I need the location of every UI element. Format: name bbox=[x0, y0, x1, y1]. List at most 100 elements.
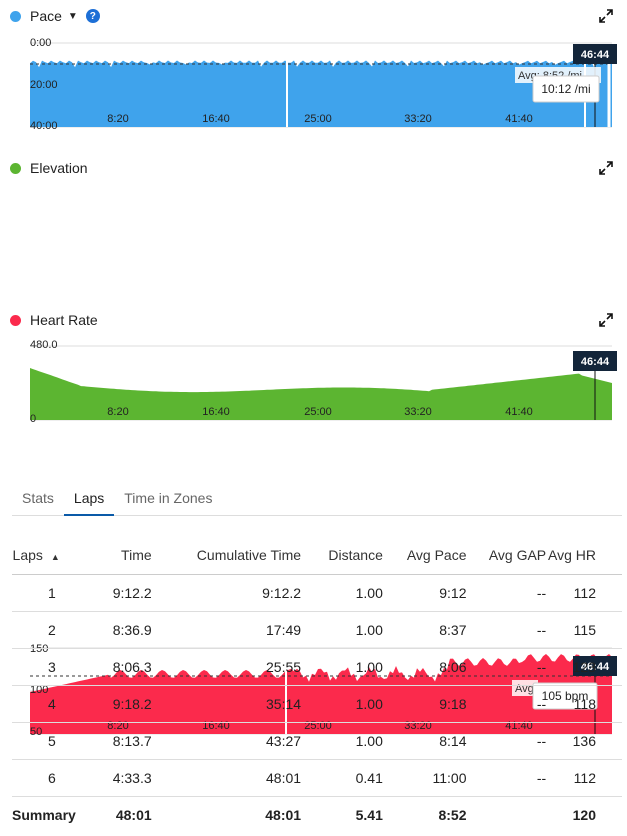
heart-rate-chart-header: Heart Rate bbox=[10, 310, 98, 330]
table-cell: 2 bbox=[12, 611, 90, 649]
series-area bbox=[30, 60, 612, 127]
x-tick-label: 8:20 bbox=[107, 406, 128, 418]
summary-row: Summary 48:01 48:01 5.41 8:52 120 bbox=[12, 796, 622, 833]
table-cell: 35:14 bbox=[151, 685, 302, 723]
table-cell: 1.00 bbox=[301, 648, 383, 686]
tooltip-value: 10:12 /mi bbox=[541, 82, 590, 96]
table-cell: Summary bbox=[12, 806, 76, 823]
table-cell: -- bbox=[466, 685, 547, 723]
x-tick-label: 33:20 bbox=[404, 113, 432, 125]
expand-icon[interactable] bbox=[599, 161, 613, 175]
col-header-avg-gap[interactable]: Avg GAP bbox=[466, 536, 547, 575]
table-cell: 1 bbox=[12, 574, 90, 612]
x-tick-label: 41:40 bbox=[505, 113, 533, 125]
table-cell: 1.00 bbox=[301, 574, 383, 612]
cursor-time-label: 46:44 bbox=[581, 356, 610, 368]
table-row: 5 8:13.7 43:27 1.00 8:14 -- 136 bbox=[12, 722, 622, 760]
table-cell: 9:12.2 bbox=[151, 574, 302, 612]
col-header-distance[interactable]: Distance bbox=[301, 536, 383, 575]
table-cell: 17:49 bbox=[151, 611, 302, 649]
cursor-time-label: 46:44 bbox=[581, 49, 610, 61]
x-tick-label: 25:00 bbox=[304, 113, 332, 125]
tooltip-box bbox=[532, 75, 600, 103]
table-cell: 112 bbox=[546, 759, 622, 797]
col-header-cumulative-time[interactable]: Cumulative Time bbox=[151, 536, 302, 575]
help-icon[interactable]: ? bbox=[85, 9, 100, 23]
table-cell: -- bbox=[466, 611, 547, 649]
sort-ascending-icon[interactable]: ▲ bbox=[50, 551, 60, 562]
col-header-avg-pace[interactable]: Avg Pace bbox=[382, 536, 467, 575]
table-header-row: Laps ▲ Time Cumulative Time Distance Avg … bbox=[12, 536, 622, 575]
pace-legend-dot bbox=[10, 10, 21, 22]
table-cell: 5 bbox=[12, 722, 90, 760]
table-cell: 8:37 bbox=[382, 611, 467, 649]
table-cell: 43:27 bbox=[151, 722, 302, 760]
table-row: 2 8:36.9 17:49 1.00 8:37 -- 115 bbox=[12, 611, 622, 649]
table-cell: 48:01 bbox=[151, 759, 302, 797]
elevation-chart-title: Elevation bbox=[30, 160, 88, 176]
series-area bbox=[30, 368, 612, 420]
table-cell: 48:01 bbox=[265, 806, 302, 823]
table-cell: 115 bbox=[546, 611, 622, 649]
col-header-time[interactable]: Time bbox=[89, 536, 152, 575]
heart-rate-chart-title: Heart Rate bbox=[30, 312, 98, 328]
table-cell: 1.00 bbox=[301, 611, 383, 649]
table-cell: 11:00 bbox=[382, 759, 467, 797]
x-tick-label: 33:20 bbox=[404, 406, 432, 418]
table-row: 6 4:33.3 48:01 0.41 11:00 -- 112 bbox=[12, 759, 622, 797]
x-tick-label: 16:40 bbox=[202, 406, 230, 418]
table-cell: 9:12.2 bbox=[89, 574, 152, 612]
y-tick-label: 0:00 bbox=[30, 37, 51, 49]
table-row: 4 9:18.2 35:14 1.00 9:18 -- 118 bbox=[12, 685, 622, 723]
expand-icon[interactable] bbox=[599, 9, 613, 23]
heart-rate-legend-dot bbox=[10, 314, 21, 326]
pace-chart-title: Pace bbox=[30, 8, 62, 24]
table-cell: 1.00 bbox=[301, 722, 383, 760]
x-tick-label: 25:00 bbox=[304, 406, 332, 418]
tab-stats[interactable]: Stats bbox=[22, 490, 54, 506]
x-tick-label: 16:40 bbox=[202, 113, 230, 125]
elevation-legend-dot bbox=[10, 162, 21, 174]
table-cell: 1.00 bbox=[301, 685, 383, 723]
table-cell: 112 bbox=[546, 574, 622, 612]
table-cell: 6 bbox=[12, 759, 90, 797]
table-cell: 136 bbox=[546, 722, 622, 760]
y-tick-label: 0 bbox=[30, 413, 36, 425]
table-cell: 123 bbox=[546, 648, 622, 686]
table-cell: -- bbox=[466, 648, 547, 686]
table-cell: 0.41 bbox=[301, 759, 383, 797]
table-cell: 9:18.2 bbox=[89, 685, 152, 723]
chevron-down-icon[interactable]: ▼ bbox=[67, 10, 78, 22]
pace-chart[interactable]: 0:00 20:00 40:00 8:20 16:40 25:00 33:20 41:40 46… bbox=[0, 0, 627, 135]
table-cell: -- bbox=[466, 759, 547, 797]
tab-time-in-zones[interactable]: Time in Zones bbox=[124, 490, 213, 506]
table-cell: 8:52 bbox=[438, 806, 467, 823]
elevation-chart-header: Elevation bbox=[10, 158, 88, 178]
cursor-time-badge bbox=[573, 351, 617, 371]
table-cell: 3 bbox=[12, 648, 90, 686]
col-header-avg-hr[interactable]: Avg HR bbox=[546, 536, 622, 575]
table-cell: 8:06.3 bbox=[89, 648, 152, 686]
analysis-tabs: Stats Laps Time in Zones bbox=[12, 486, 622, 516]
x-tick-label: 8:20 bbox=[107, 113, 128, 125]
cursor-time-badge bbox=[573, 44, 617, 64]
tab-laps[interactable]: Laps bbox=[63, 486, 115, 516]
elevation-chart[interactable]: 480.0 0 8:20 16:40 25:00 33:20 41:40 46:44 bbox=[0, 150, 627, 425]
pace-chart-panel: Pace ▼ ? 0:00 20:00 40:00 8:20 16:40 25:00 33:… bbox=[0, 0, 627, 135]
table-cell: 5.41 bbox=[355, 806, 383, 823]
col-header-laps[interactable]: Laps ▲ bbox=[12, 536, 90, 575]
x-tick-label: 41:40 bbox=[505, 406, 533, 418]
table-cell: 120 bbox=[572, 806, 596, 823]
table-cell: 48:01 bbox=[115, 806, 152, 823]
table-cell: 118 bbox=[546, 685, 622, 723]
table-cell: 4 bbox=[12, 685, 90, 723]
table-cell: 8:13.7 bbox=[89, 722, 152, 760]
y-tick-label: 40:00 bbox=[30, 120, 58, 132]
heart-rate-chart-panel: Heart Rate 150 100 50 8:20 16:40 25:00 33:20 41… bbox=[0, 302, 627, 738]
expand-icon[interactable] bbox=[599, 313, 613, 327]
laps-table: Laps ▲ Time Cumulative Time Distance Avg … bbox=[12, 536, 622, 833]
elevation-chart-panel: Elevation 480.0 0 8:20 16:40 25:00 33:20 41:40… bbox=[0, 150, 627, 425]
table-cell: 25:55 bbox=[151, 648, 302, 686]
pace-chart-header[interactable]: Pace ▼ ? bbox=[10, 6, 100, 26]
